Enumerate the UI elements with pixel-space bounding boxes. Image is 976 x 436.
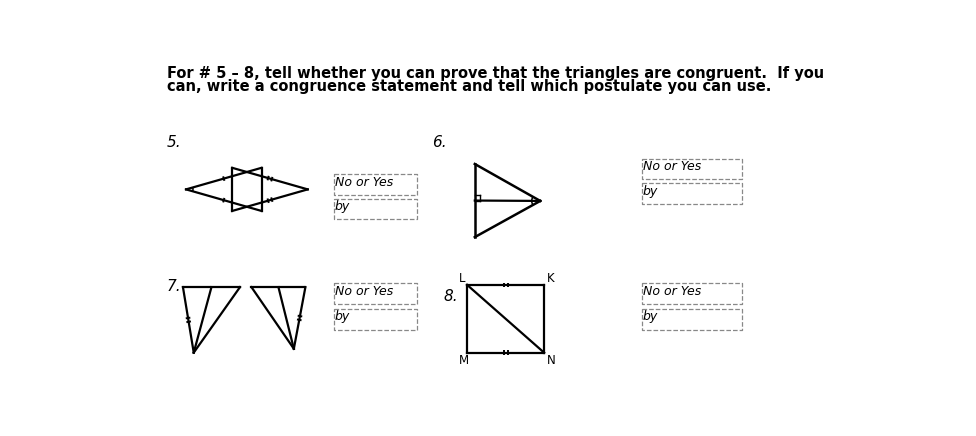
Text: No or Yes: No or Yes	[335, 176, 393, 188]
Text: N: N	[547, 354, 555, 367]
Text: by: by	[642, 185, 658, 198]
Text: 6.: 6.	[432, 136, 447, 150]
Text: For # 5 – 8, tell whether you can prove that the triangles are congruent.  If yo: For # 5 – 8, tell whether you can prove …	[167, 66, 824, 81]
Text: L: L	[459, 272, 466, 285]
Text: No or Yes: No or Yes	[642, 285, 701, 298]
Text: 8.: 8.	[444, 290, 459, 304]
Text: 7.: 7.	[167, 279, 182, 294]
Text: M: M	[459, 354, 468, 367]
Text: by: by	[335, 200, 350, 213]
Text: can, write a congruence statement and tell which postulate you can use.: can, write a congruence statement and te…	[167, 78, 771, 93]
Text: No or Yes: No or Yes	[335, 285, 393, 298]
Text: 5.: 5.	[167, 136, 182, 150]
Text: by: by	[335, 310, 350, 323]
Text: by: by	[642, 310, 658, 323]
Text: No or Yes: No or Yes	[642, 160, 701, 173]
Text: K: K	[547, 272, 554, 285]
